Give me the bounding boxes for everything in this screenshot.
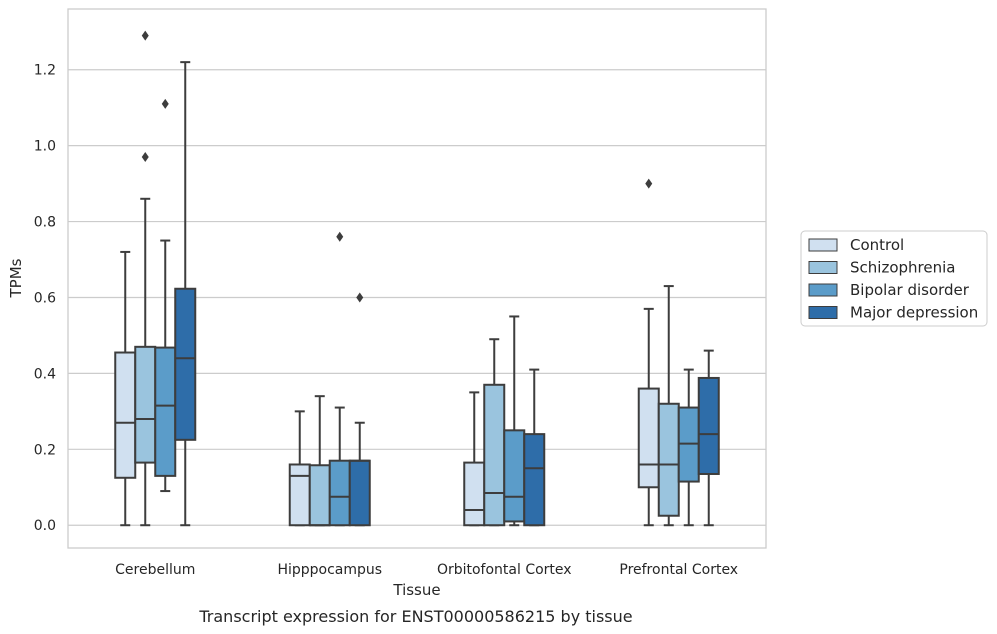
legend: Control Schizophrenia Bipolar disorder Majo… xyxy=(800,230,988,327)
box-body xyxy=(523,433,546,527)
x-tick-label: Orbitofontal Cortex xyxy=(437,562,572,578)
outlier-marker xyxy=(161,98,169,109)
outlier-marker xyxy=(141,152,149,163)
box-body xyxy=(114,351,137,479)
outlier-marker xyxy=(141,30,149,41)
box-body xyxy=(348,459,371,527)
box-bipolar-disorder xyxy=(503,315,526,527)
box-control xyxy=(637,178,660,527)
box-body xyxy=(174,287,197,441)
box-body xyxy=(308,464,331,527)
box-body xyxy=(328,459,351,527)
box-body xyxy=(503,429,526,523)
chart-caption: Transcript expression for ENST0000058621… xyxy=(198,607,632,626)
plot-frame xyxy=(67,8,767,549)
y-tick-label: 0.0 xyxy=(34,518,56,534)
x-tick-labels: Cerebellum Hipppocampus Orbitofontal Corte… xyxy=(115,562,738,578)
box-body xyxy=(154,346,177,477)
y-tick-label: 1.2 xyxy=(34,63,56,79)
x-tick-label: Prefrontal Cortex xyxy=(619,562,738,578)
box-body xyxy=(134,345,157,464)
legend-swatch xyxy=(808,306,838,319)
box-body xyxy=(288,463,311,527)
x-tick-label: Hipppocampus xyxy=(277,562,382,578)
outlier-marker xyxy=(336,231,344,242)
box-major-depression xyxy=(697,349,720,527)
box-body xyxy=(697,376,720,475)
box-body xyxy=(657,402,680,517)
legend-label: Control xyxy=(850,236,904,254)
legend-label: Bipolar disorder xyxy=(850,281,970,299)
x-tick-label: Cerebellum xyxy=(115,562,195,578)
x-axis-label: Tissue xyxy=(392,581,440,599)
box-schizophrenia xyxy=(483,338,506,527)
y-tick-label: 0.8 xyxy=(34,215,56,231)
box-body xyxy=(483,383,506,527)
y-axis-label: TPMs xyxy=(7,258,25,298)
box-body xyxy=(463,461,486,527)
box-series xyxy=(114,30,720,527)
box-body xyxy=(637,387,660,489)
y-tick-labels: 0.0 0.2 0.4 0.6 0.8 1.0 1.2 xyxy=(34,63,56,534)
legend-frame xyxy=(800,230,988,327)
y-tick-label: 0.6 xyxy=(34,290,56,306)
box-major-depression xyxy=(174,61,197,527)
outlier-marker xyxy=(645,178,653,189)
y-tick-label: 0.4 xyxy=(34,366,56,382)
legend-swatch xyxy=(808,261,838,274)
box-control xyxy=(114,250,137,527)
legend-label: Major depression xyxy=(850,304,978,322)
box-major-depression xyxy=(348,292,371,527)
y-tick-label: 1.0 xyxy=(34,139,56,155)
outlier-marker xyxy=(356,292,364,303)
box-schizophrenia xyxy=(134,30,157,527)
y-tick-label: 0.2 xyxy=(34,442,56,458)
legend-swatch xyxy=(808,283,838,297)
box-major-depression xyxy=(523,368,546,527)
legend-swatch xyxy=(808,238,838,252)
legend-label: Schizophrenia xyxy=(850,259,955,277)
